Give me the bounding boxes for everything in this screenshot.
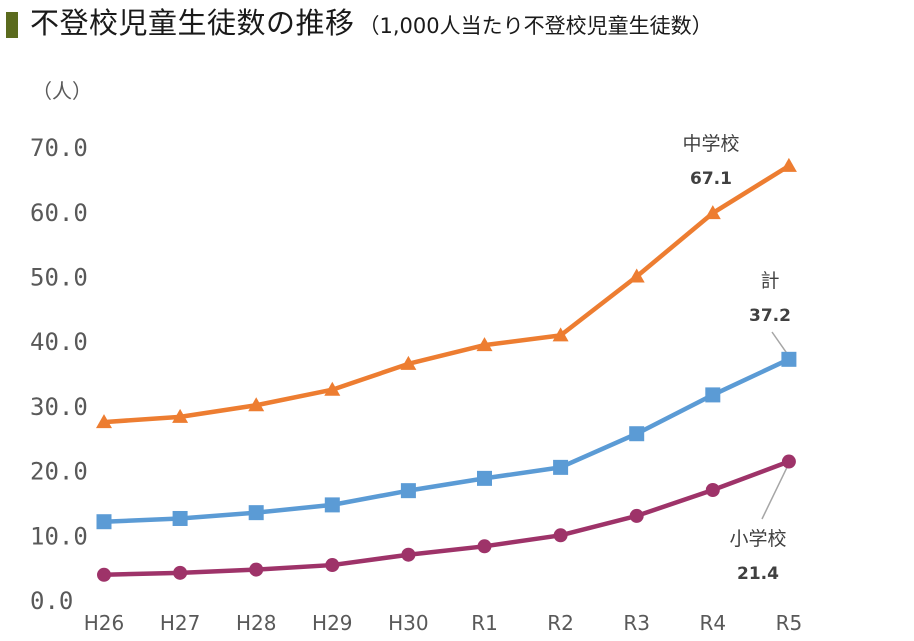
- square-marker: [248, 505, 264, 521]
- series-line: [101, 459, 792, 578]
- y-tick-label: 30.0: [30, 393, 88, 421]
- x-tick-label: R4: [699, 611, 726, 635]
- square-marker: [400, 483, 416, 499]
- square-marker: [324, 497, 340, 513]
- y-tick-label: 10.0: [30, 522, 88, 550]
- title-main: 不登校児童生徒数の推移: [30, 6, 355, 40]
- square-marker: [553, 459, 569, 475]
- y-tick-label: 50.0: [30, 264, 88, 292]
- circle-marker: [97, 567, 111, 582]
- y-tick-label: 20.0: [30, 458, 88, 486]
- square-marker: [781, 351, 797, 367]
- square-marker: [705, 387, 721, 403]
- series-line: [101, 163, 792, 425]
- y-axis-ticks: 0.0 10.0 20.0 30.0 40.0 50.0 60.0 70.0: [30, 134, 88, 615]
- series-value-label: 37.2: [749, 306, 791, 326]
- y-tick-label: 40.0: [30, 328, 88, 356]
- x-tick-label: R2: [547, 611, 574, 635]
- triangle-marker: [704, 205, 721, 220]
- series-name-label: 小学校: [729, 528, 786, 550]
- circle-marker: [325, 558, 340, 573]
- circle-marker: [781, 454, 796, 469]
- triangle-marker: [552, 327, 569, 342]
- series-value-label: 67.1: [690, 169, 732, 189]
- series-value-label: 21.4: [737, 564, 779, 584]
- leader-line: [771, 331, 788, 354]
- triangle-marker: [780, 157, 797, 172]
- triangle-marker: [628, 268, 645, 283]
- x-tick-label: R3: [623, 611, 650, 635]
- series-labels: 中学校 67.1 計 37.2 小学校 21.4: [682, 133, 790, 584]
- series-name-label: 中学校: [682, 133, 739, 155]
- x-axis-ticks: H26 H27 H28 H29 H30 R1 R2 R3 R4 R5: [84, 611, 802, 635]
- leader-line: [761, 467, 788, 520]
- triangle-marker: [324, 381, 341, 396]
- square-marker: [172, 510, 188, 526]
- label-leader-lines: [761, 331, 788, 520]
- circle-marker: [629, 508, 644, 523]
- y-tick-label: 0.0: [30, 587, 73, 615]
- circle-marker: [477, 539, 492, 554]
- triangle-marker: [96, 414, 112, 429]
- circle-marker: [553, 528, 568, 543]
- square-marker: [96, 514, 112, 530]
- square-marker: [629, 426, 645, 442]
- circle-marker: [401, 547, 416, 562]
- title-accent-bar: [6, 12, 18, 38]
- circle-marker: [249, 562, 264, 577]
- circle-marker: [173, 565, 188, 580]
- square-marker: [477, 470, 492, 486]
- triangle-marker: [400, 355, 417, 370]
- x-tick-label: H28: [236, 611, 277, 635]
- series-name-label: 計: [760, 270, 779, 292]
- x-tick-label: H29: [312, 611, 353, 635]
- triangle-marker: [248, 397, 265, 412]
- x-tick-label: H27: [160, 611, 201, 635]
- circle-marker: [705, 483, 720, 498]
- y-axis-unit-label: （人）: [32, 79, 92, 103]
- x-tick-label: H30: [388, 611, 429, 635]
- triangle-marker: [172, 408, 189, 423]
- y-tick-label: 60.0: [30, 199, 88, 227]
- x-tick-label: R5: [776, 611, 803, 635]
- y-tick-label: 70.0: [30, 134, 88, 162]
- page-title: 不登校児童生徒数の推移 （1,000人当たり不登校児童生徒数）: [30, 0, 713, 42]
- x-tick-label: R1: [471, 611, 498, 635]
- title-sub: （1,000人当たり不登校児童生徒数）: [358, 14, 713, 38]
- x-tick-label: H26: [84, 611, 125, 635]
- triangle-marker: [476, 337, 493, 352]
- series-line: [101, 357, 792, 524]
- series-group: [96, 157, 797, 582]
